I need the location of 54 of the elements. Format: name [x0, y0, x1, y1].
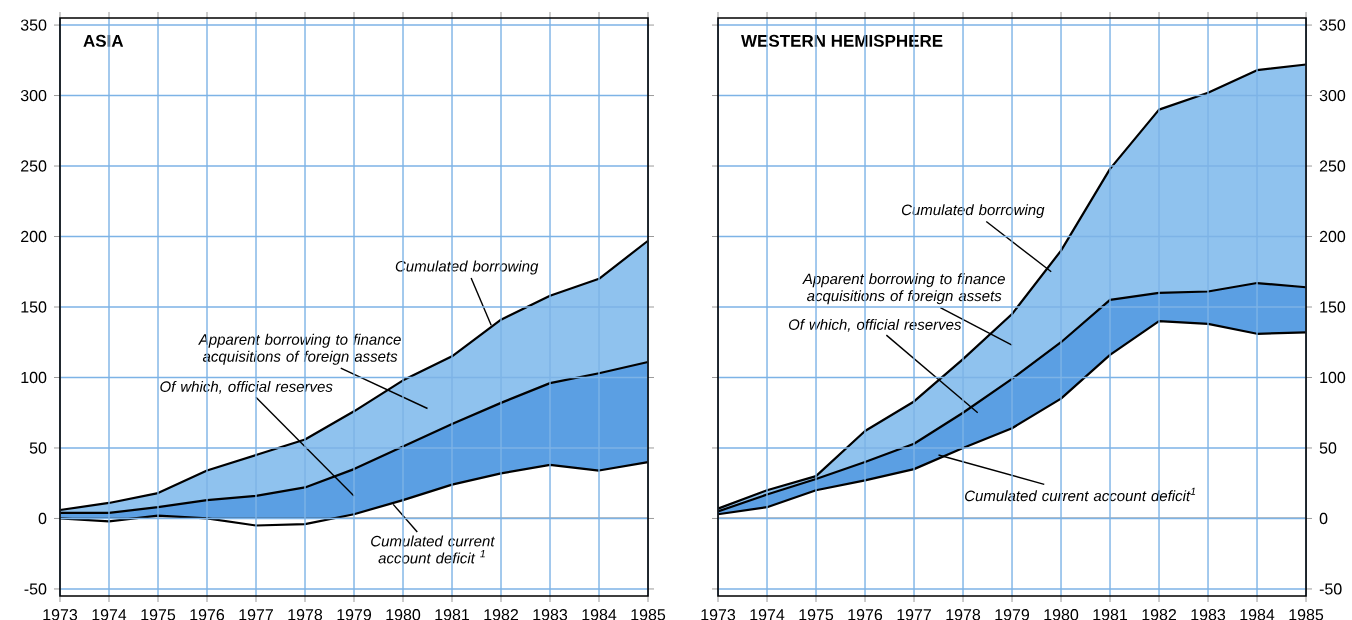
y-tick-label: 150 — [21, 301, 47, 313]
x-tick-label: 1977 — [239, 609, 273, 620]
x-tick-label: 1985 — [631, 609, 666, 620]
x-tick-label: 1980 — [1044, 609, 1079, 620]
text: WESTERN HEMISPHERE — [741, 34, 943, 47]
x-tick-label: 1983 — [533, 609, 568, 620]
y-tick-label: 100 — [1320, 371, 1346, 384]
y-tick-label: 200 — [1319, 230, 1346, 243]
x-tick-label: 1975 — [141, 609, 176, 620]
y-tick-label: 300 — [1319, 89, 1346, 102]
y-tick-label: 0 — [38, 512, 47, 525]
x-tick-label: 1983 — [1191, 609, 1226, 620]
y-tick-label: 350 — [20, 19, 47, 31]
x-tick-label: 1977 — [897, 609, 931, 620]
x-tick-label: 1978 — [946, 609, 981, 620]
x-tick-label: 1979 — [995, 609, 1030, 620]
x-tick-label: 1974 — [750, 609, 785, 620]
y-tick-label: -50 — [1319, 583, 1342, 595]
annotation: Cumulated current account deficit $^{1}$ — [371, 535, 495, 564]
y-tick-label: 100 — [21, 371, 47, 384]
y-tick-label: -50 — [24, 583, 47, 595]
y-tick-label: 0 — [1319, 512, 1328, 525]
annotation: Cumulated current account deficit$^{1}$ — [965, 487, 1196, 502]
x-tick-label: 1978 — [288, 609, 323, 620]
x-tick-label: 1984 — [582, 609, 617, 620]
x-tick-label: 1974 — [92, 609, 127, 620]
y-tick-label: 50 — [29, 442, 47, 454]
x-tick-label: 1976 — [848, 609, 883, 620]
x-tick-label: 1981 — [435, 609, 470, 620]
x-tick-label: 1980 — [386, 609, 421, 620]
y-tick-label: 250 — [21, 160, 47, 172]
y-tick-label: 350 — [1319, 19, 1346, 31]
x-tick-label: 1981 — [1093, 609, 1128, 620]
annotation: Cumulated borrowing — [901, 204, 1045, 219]
x-tick-label: 1985 — [1289, 609, 1324, 620]
x-tick-label: 1982 — [484, 609, 518, 620]
annotation: Of which, official reserves — [788, 318, 962, 332]
x-tick-label: 1973 — [701, 609, 736, 620]
y-tick-label: 150 — [1320, 301, 1346, 313]
annotation: Apparent borrowing to finance acquisitions of foreign assets — [802, 273, 1005, 305]
y-tick-label: 50 — [1319, 442, 1337, 454]
x-tick-label: 1976 — [190, 609, 225, 620]
y-tick-label: 200 — [21, 230, 47, 243]
x-tick-label: 1979 — [337, 609, 372, 620]
y-tick-label: 250 — [1319, 160, 1346, 172]
x-tick-label: 1982 — [1142, 609, 1177, 620]
annotation: Apparent borrowing to finance acquisitions of foreign assets — [198, 333, 401, 365]
x-tick-label: 1973 — [43, 609, 78, 620]
y-tick-label: 300 — [20, 89, 47, 102]
annotation: Of which, official reserves — [160, 380, 333, 394]
annotation: Cumulated borrowing — [395, 260, 539, 275]
x-tick-label: 1984 — [1240, 609, 1275, 620]
x-tick-label: 1975 — [799, 609, 834, 620]
text: ASIA — [83, 34, 124, 47]
